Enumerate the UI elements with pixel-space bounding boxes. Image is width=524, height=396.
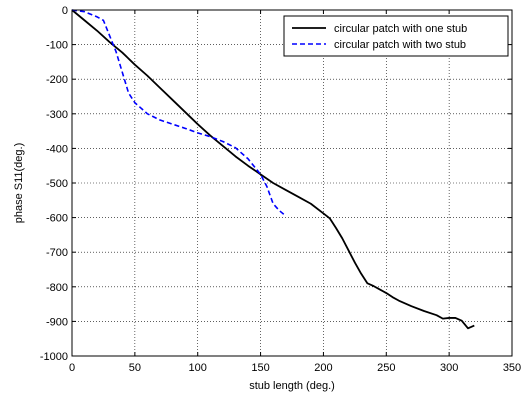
y-tick-label: -800: [46, 282, 68, 294]
y-tick-label: 0: [62, 5, 68, 17]
y-tick-label: -300: [46, 109, 68, 121]
x-tick-label: 0: [69, 362, 75, 374]
y-tick-label: -700: [46, 247, 68, 259]
y-tick-label: -500: [46, 178, 68, 190]
x-tick-label: 250: [377, 362, 395, 374]
y-tick-label: -100: [46, 40, 68, 52]
legend-label-one-stub: circular patch with one stub: [334, 23, 467, 35]
y-tick-label: -400: [46, 143, 68, 155]
series-line-two-stub: [71, 9, 287, 217]
y-axis-label: phase S11(deg.): [13, 143, 25, 224]
plot-series: [71, 9, 475, 330]
x-tick-label: 150: [251, 362, 269, 374]
legend: circular patch with one stub circular pa…: [283, 15, 509, 57]
x-axis-ticks: 0 50 100 150 200 250 300 350: [69, 10, 521, 374]
x-tick-label: 100: [189, 362, 207, 374]
x-tick-label: 300: [440, 362, 458, 374]
legend-label-two-stub: circular patch with two stub: [334, 39, 466, 51]
x-tick-label: 350: [503, 362, 521, 374]
y-tick-label: -600: [46, 213, 68, 225]
x-axis-label: stub length (deg.): [249, 380, 335, 392]
y-tick-label: -1000: [40, 351, 68, 363]
y-tick-label: -200: [46, 74, 68, 86]
y-tick-label: -900: [46, 316, 68, 328]
legend-box: [283, 15, 509, 57]
y-axis-ticks: 0 -100 -200 -300 -400 -500 -600 -700 -800 -900 -10…: [40, 5, 512, 363]
x-tick-label: 200: [314, 362, 332, 374]
series-line-one-stub: [71, 9, 475, 330]
x-tick-label: 50: [129, 362, 141, 374]
